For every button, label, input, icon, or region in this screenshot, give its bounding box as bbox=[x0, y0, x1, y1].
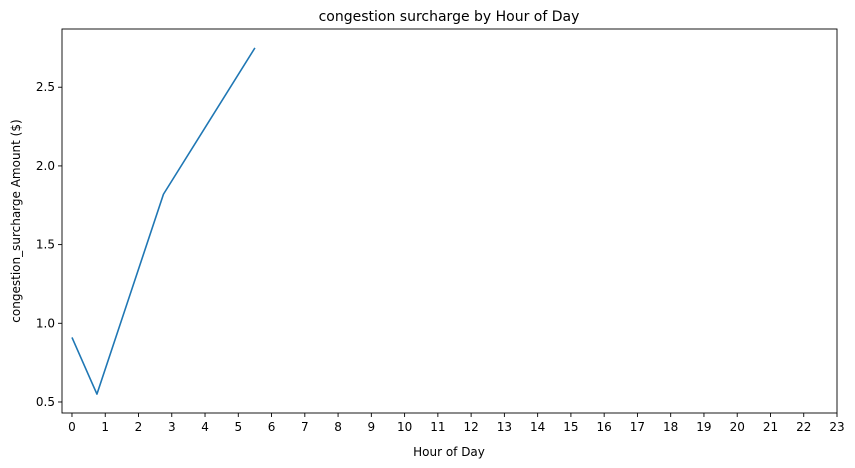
y-tick-label: 2.5 bbox=[36, 80, 55, 94]
y-axis-label: congestion_surcharge Amount ($) bbox=[9, 119, 23, 322]
plot-frame bbox=[61, 28, 838, 414]
x-tick-label: 0 bbox=[68, 420, 76, 434]
plot-area bbox=[71, 47, 256, 395]
chart-title: congestion surcharge by Hour of Day bbox=[319, 9, 580, 25]
x-tick-label: 1 bbox=[101, 420, 109, 434]
x-tick-label: 8 bbox=[334, 420, 342, 434]
x-tick-label: 21 bbox=[763, 420, 778, 434]
x-axis-label: Hour of Day bbox=[413, 445, 485, 459]
y-tick-label: 1.0 bbox=[36, 316, 55, 330]
x-tick-label: 17 bbox=[630, 420, 645, 434]
x-tick-label: 7 bbox=[301, 420, 309, 434]
x-tick-label: 3 bbox=[168, 420, 176, 434]
y-tick-label: 2.0 bbox=[36, 159, 55, 173]
x-tick-label: 23 bbox=[829, 420, 844, 434]
x-tick-label: 14 bbox=[530, 420, 545, 434]
x-tick-label: 15 bbox=[563, 420, 578, 434]
x-axis: 0 1 2 3 4 5 6 7 8 9 10 11 12 13 14 15 16 17 18 19 20 21 22 23 bbox=[68, 413, 845, 434]
x-tick-label: 13 bbox=[497, 420, 512, 434]
series-line bbox=[71, 47, 256, 395]
x-tick-label: 19 bbox=[696, 420, 711, 434]
x-tick-label: 4 bbox=[201, 420, 209, 434]
y-tick-label: 1.5 bbox=[36, 238, 55, 252]
x-tick-label: 22 bbox=[796, 420, 811, 434]
x-tick-label: 18 bbox=[663, 420, 678, 434]
y-axis: 0.5 1.0 1.5 2.0 2.5 bbox=[36, 80, 62, 409]
x-tick-label: 12 bbox=[463, 420, 478, 434]
x-tick-label: 10 bbox=[397, 420, 412, 434]
y-tick-label: 0.5 bbox=[36, 395, 55, 409]
x-tick-label: 16 bbox=[597, 420, 612, 434]
x-tick-label: 11 bbox=[430, 420, 445, 434]
x-tick-label: 5 bbox=[234, 420, 242, 434]
x-tick-label: 2 bbox=[135, 420, 143, 434]
x-tick-label: 6 bbox=[268, 420, 276, 434]
x-tick-label: 20 bbox=[730, 420, 745, 434]
x-tick-label: 9 bbox=[368, 420, 376, 434]
